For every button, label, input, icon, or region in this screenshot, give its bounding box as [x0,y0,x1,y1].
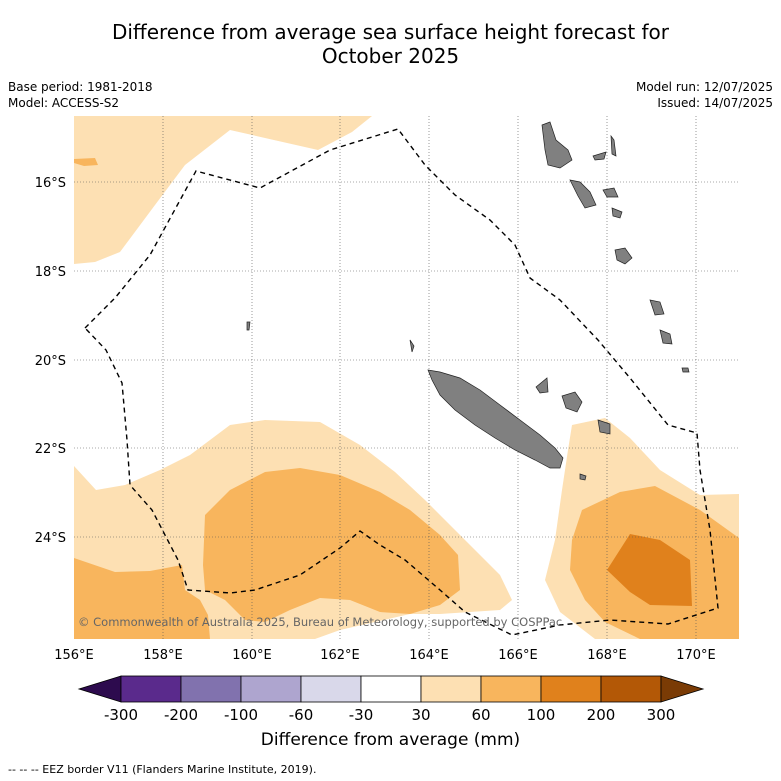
chesterfield-island [246,321,251,331]
colorbar-segment [420,675,482,703]
eez-footnote: -- -- -- EEZ border V11 (Flanders Marine… [8,763,317,776]
colorbar [77,675,705,703]
vanuatu-ambae [592,151,607,161]
eez-border [84,128,719,636]
colorbar-segment [540,675,602,703]
meta-right: Model run: 12/07/2025 Issued: 14/07/2025 [636,79,773,111]
lat-label-16s: 16°S [35,176,66,191]
model-run: Model run: 12/07/2025 [635,80,773,94]
belep-island [409,339,415,353]
vanuatu-tanna [659,329,673,345]
colorbar-segment [300,675,362,703]
lon-label-164e: 164°E [409,648,449,663]
map-plot-area: © Commonwealth of Australia 2025, Bureau… [74,116,739,639]
walpole-island [579,473,587,481]
model-name: Model: ACCESS-S2 [8,96,120,110]
colorbar-ticks: -300 -200 -100 -60 -30 30 60 100 200 300 [104,706,675,724]
lon-label-158e: 158°E [143,648,183,663]
vanuatu-epi [611,207,623,219]
colorbar-segment [120,675,182,703]
loyalty-island-3 [597,419,611,435]
lon-label-166e: 166°E [498,648,538,663]
loyalty-island-1 [535,377,549,394]
vanuatu-efate [614,247,633,265]
lon-label-160e: 160°E [232,648,272,663]
lon-label-156e: 156°E [54,648,94,663]
graticule [74,116,739,639]
contour-30-60-northwest [74,116,372,264]
colorbar-extend-high [660,675,705,703]
colorbar-segment [360,675,422,703]
lat-label-20s: 20°S [35,354,66,369]
colorbar-tick-label: -200 [164,706,198,724]
contour-60-100-southwest [203,468,460,622]
new-caledonia-island [427,369,564,469]
colorbar-extend-low [77,675,122,703]
vanuatu-pentecost [610,134,617,157]
contour-60-100-west-edge [74,558,210,639]
colorbar-tick-label: -60 [289,706,314,724]
colorbar-segment [480,675,542,703]
colorbar-tick-label: 200 [587,706,616,724]
colorbar-segment [240,675,302,703]
title-line-2: October 2025 [321,44,460,68]
copyright-notice: © Commonwealth of Australia 2025, Bureau… [78,615,562,629]
contour-100-200-southeast [607,534,692,606]
vanuatu-malekula [569,179,597,209]
lat-label-24s: 24°S [35,531,66,546]
meta-left: Base period: 1981-2018 Model: ACCESS-S2 [8,79,153,111]
colorbar-tick-label: -30 [349,706,374,724]
title-line-1: Difference from average sea surface heig… [111,20,670,44]
colorbar-tick-label: -100 [224,706,258,724]
colorbar-tick-label: 100 [527,706,556,724]
colorbar-title: Difference from average (mm) [260,730,521,750]
vanuatu-espiritu-santo [541,121,573,169]
loyalty-island-2 [561,391,583,413]
colorbar-tick-label: 60 [471,706,490,724]
vanuatu-erromango [649,299,665,316]
colorbar-tick-label: 30 [411,706,430,724]
chart-title: Difference from average sea surface heig… [0,20,781,68]
lat-label-18s: 18°S [35,265,66,280]
longitude-labels: 156°E 158°E 160°E 162°E 164°E 166°E 168°… [54,648,716,663]
land-masses [246,121,690,481]
issued-date: Issued: 14/07/2025 [657,96,773,110]
contour-60-100-northwest-blob [74,158,98,166]
colorbar-segment [600,675,662,703]
lon-label-168e: 168°E [587,648,627,663]
vanuatu-aneityum [681,367,690,373]
colorbar-tick-label: -300 [104,706,138,724]
latitude-labels: 16°S 18°S 20°S 22°S 24°S [35,176,66,546]
lat-label-22s: 22°S [35,442,66,457]
colorbar-tick-label: 300 [647,706,676,724]
colorbar-segment [180,675,242,703]
lon-label-170e: 170°E [676,648,716,663]
lon-label-162e: 162°E [320,648,360,663]
vanuatu-ambrym [602,187,619,198]
base-period: Base period: 1981-2018 [8,80,153,94]
